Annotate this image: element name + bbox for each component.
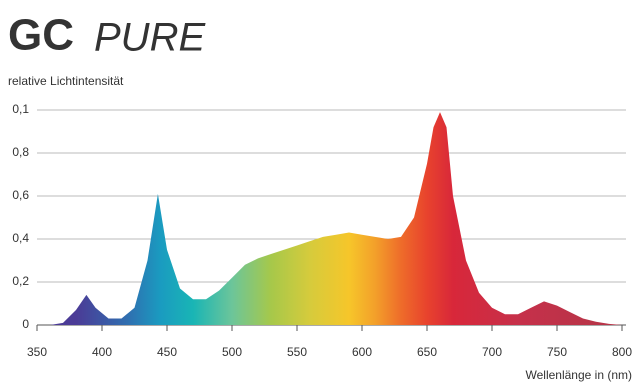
x-tick-label: 450 <box>157 345 177 359</box>
x-tick-label: 550 <box>287 345 307 359</box>
x-tick-label: 350 <box>27 345 47 359</box>
x-tick-label: 800 <box>612 345 632 359</box>
x-tick-label: 400 <box>92 345 112 359</box>
x-tick-label: 700 <box>482 345 502 359</box>
logo: GC <box>8 11 74 60</box>
y-tick-label: 0,8 <box>12 145 29 159</box>
brand: PURE <box>94 16 206 60</box>
y-tick-label: 0,6 <box>12 188 29 202</box>
y-axis-label: relative Lichtintensität <box>8 74 124 88</box>
y-tick-label: 0,1 <box>12 102 29 116</box>
x-tick-label: 650 <box>417 345 437 359</box>
x-tick-label: 500 <box>222 345 242 359</box>
y-tick-label: 0,4 <box>12 231 29 245</box>
x-axis-label: Wellenlänge in (nm) <box>526 368 633 382</box>
x-tick-label: 750 <box>547 345 567 359</box>
y-tick-label: 0 <box>22 317 29 331</box>
y-tick-label: 0,2 <box>12 274 29 288</box>
x-tick-label: 600 <box>352 345 372 359</box>
spectrum-area <box>50 112 622 326</box>
